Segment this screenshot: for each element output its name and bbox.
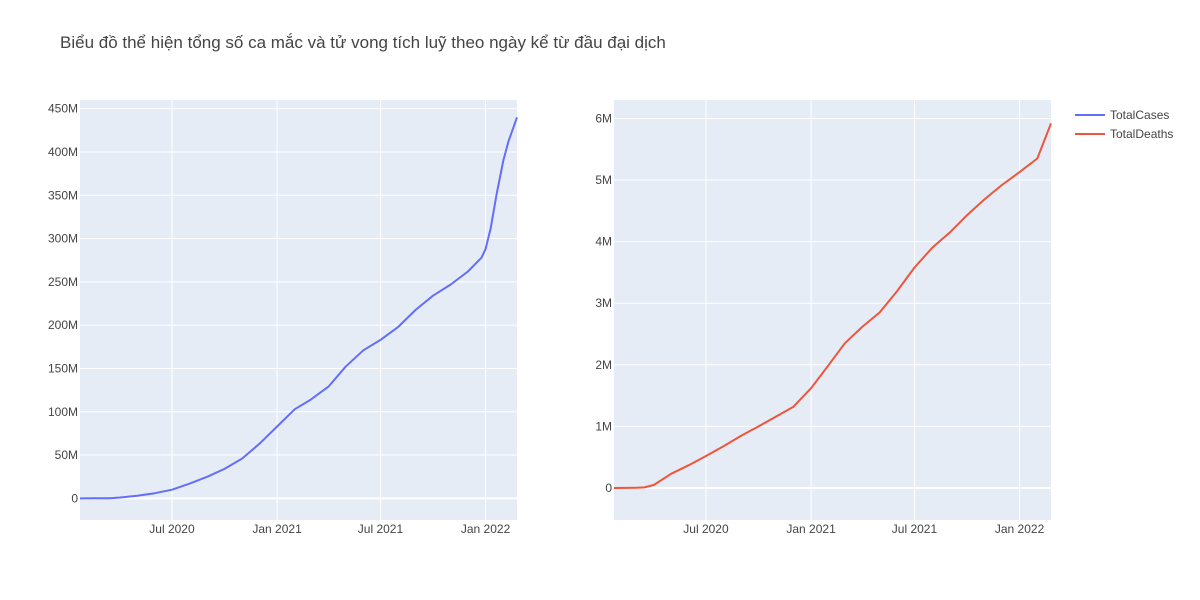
y-tick-label: 350M [48, 188, 78, 202]
legend-label: TotalCases [1110, 108, 1169, 122]
series-line-totaldeaths [613, 123, 1052, 489]
y-tick-label: 50M [55, 448, 78, 462]
y-tick-label: 100M [48, 405, 78, 419]
y-tick-label: 0 [71, 491, 78, 505]
legend: TotalCases TotalDeaths [1075, 108, 1173, 141]
y-tick-label: 2M [595, 358, 612, 372]
chart-title: Biểu đồ thể hiện tổng số ca mắc và tử vo… [60, 33, 666, 52]
x-tick-label: Jul 2021 [892, 522, 938, 536]
x-tick-label: Jul 2020 [149, 522, 195, 536]
y-tick-label: 200M [48, 318, 78, 332]
x-tick-label: Jan 2022 [461, 522, 511, 536]
y-tick-label: 3M [595, 296, 612, 310]
y-tick-label: 6M [595, 111, 612, 125]
y-tick-label: 150M [48, 361, 78, 375]
x-tick-label: Jan 2022 [995, 522, 1045, 536]
series-line-totalcases [79, 116, 518, 500]
y-tick-label: 300M [48, 232, 78, 246]
x-tick-label: Jan 2021 [786, 522, 836, 536]
y-tick-label: 400M [48, 145, 78, 159]
y-tick-label: 1M [595, 419, 612, 433]
x-tick-label: Jul 2020 [683, 522, 729, 536]
y-tick-label: 250M [48, 275, 78, 289]
y-tick-label: 5M [595, 173, 612, 187]
subplot-2: Jul 2020 Jan 2021 Jul 2021 Jan 2022 0 1M 2M 3M 4… [595, 100, 1052, 536]
legend-label: TotalDeaths [1110, 127, 1173, 141]
y-tick-label: 0 [605, 481, 612, 495]
y-tick-label: 450M [48, 102, 78, 116]
subplot-1: Jul 2020 Jan 2021 Jul 2021 Jan 2022 0 50M 100M… [48, 100, 518, 536]
plot-background [80, 100, 517, 520]
plot-background [614, 100, 1051, 520]
x-tick-label: Jan 2021 [252, 522, 302, 536]
x-tick-label: Jul 2021 [358, 522, 404, 536]
y-tick-label: 4M [595, 235, 612, 249]
